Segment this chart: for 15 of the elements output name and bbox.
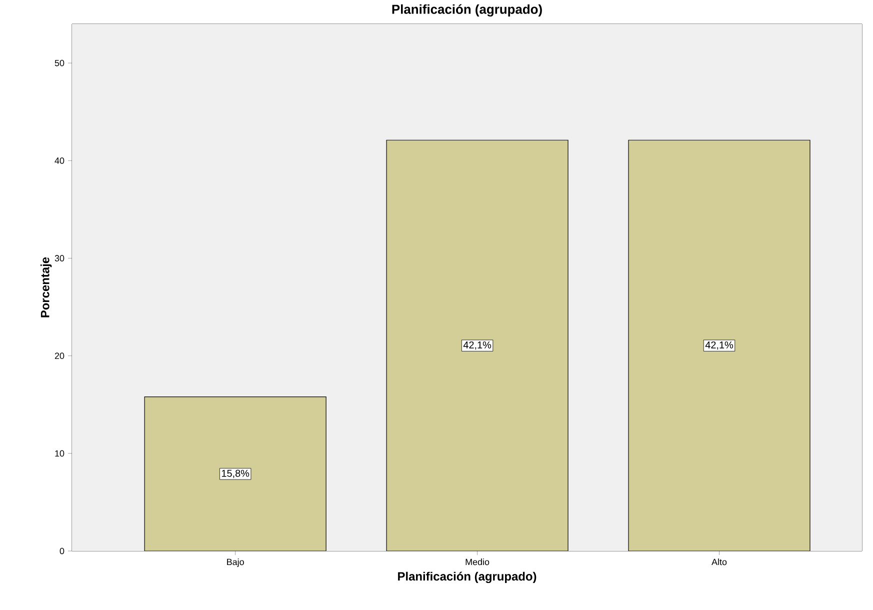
y-tick-label: 10 bbox=[55, 450, 64, 457]
y-tick-label: 20 bbox=[54, 352, 64, 359]
data-label: 42,1% bbox=[463, 341, 492, 350]
data-label: 42,1% bbox=[705, 341, 734, 350]
y-axis-title: Porcentaje bbox=[40, 257, 52, 318]
x-tick-label: Alto bbox=[712, 558, 727, 566]
y-tick-label: 0 bbox=[60, 548, 64, 554]
y-tick-label: 50 bbox=[54, 60, 64, 66]
y-tick-label: 40 bbox=[54, 157, 64, 164]
x-tick-label: Bajo bbox=[227, 558, 244, 567]
chart-title: Planificación (agrupado) bbox=[392, 4, 542, 16]
x-axis-title: Planificación (agrupado) bbox=[398, 572, 536, 584]
data-label: 15,8% bbox=[222, 470, 250, 478]
x-tick-label: Medio bbox=[466, 558, 490, 566]
y-tick-label: 30 bbox=[54, 255, 64, 262]
